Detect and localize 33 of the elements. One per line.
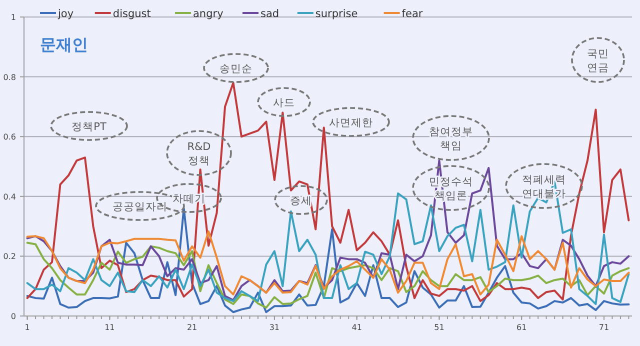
y-tick-label: 0.4 — [3, 192, 16, 202]
annotation: 국민 연금 — [587, 48, 609, 74]
text: 문재인 — [40, 35, 88, 54]
x-tick-label: 61 — [516, 323, 527, 332]
legend-label: sad — [260, 8, 280, 20]
legend-label: surprise — [315, 8, 358, 20]
legend-label: joy — [57, 8, 74, 20]
x-tick-label: 71 — [598, 323, 610, 332]
x-tick-label: 11 — [104, 323, 115, 332]
y-tick-label: 0.2 — [3, 252, 16, 262]
line-series — [26, 230, 630, 296]
x-tick-label: 21 — [186, 323, 198, 332]
x-tick-label: 31 — [269, 323, 280, 332]
annotation: 공공일자리 — [112, 201, 168, 213]
y-tick-label: 0.6 — [3, 132, 16, 142]
line-series — [26, 82, 630, 302]
annotation: 송민순 — [220, 63, 252, 75]
legend-label: disgust — [112, 8, 151, 20]
annotation: 정책PT — [72, 121, 107, 133]
y-tick-label: 0 — [10, 312, 16, 321]
x-tick-label: 1 — [24, 323, 30, 332]
annotation: R&D 정책 — [187, 141, 211, 167]
annotation: 증세 — [290, 195, 312, 207]
legend-label: fear — [402, 8, 424, 20]
y-tick-label: 1 — [10, 13, 16, 22]
legend-label: angry — [193, 8, 224, 20]
y-tick-label: 0.8 — [3, 72, 16, 82]
x-tick-label: 41 — [352, 323, 362, 332]
line-series — [26, 242, 630, 309]
x-tick-label: 51 — [434, 323, 444, 332]
annotation: 참여정부 책임 — [429, 126, 473, 152]
annotation: 사면제한 — [329, 117, 373, 129]
annotation: 사드 — [273, 97, 295, 109]
